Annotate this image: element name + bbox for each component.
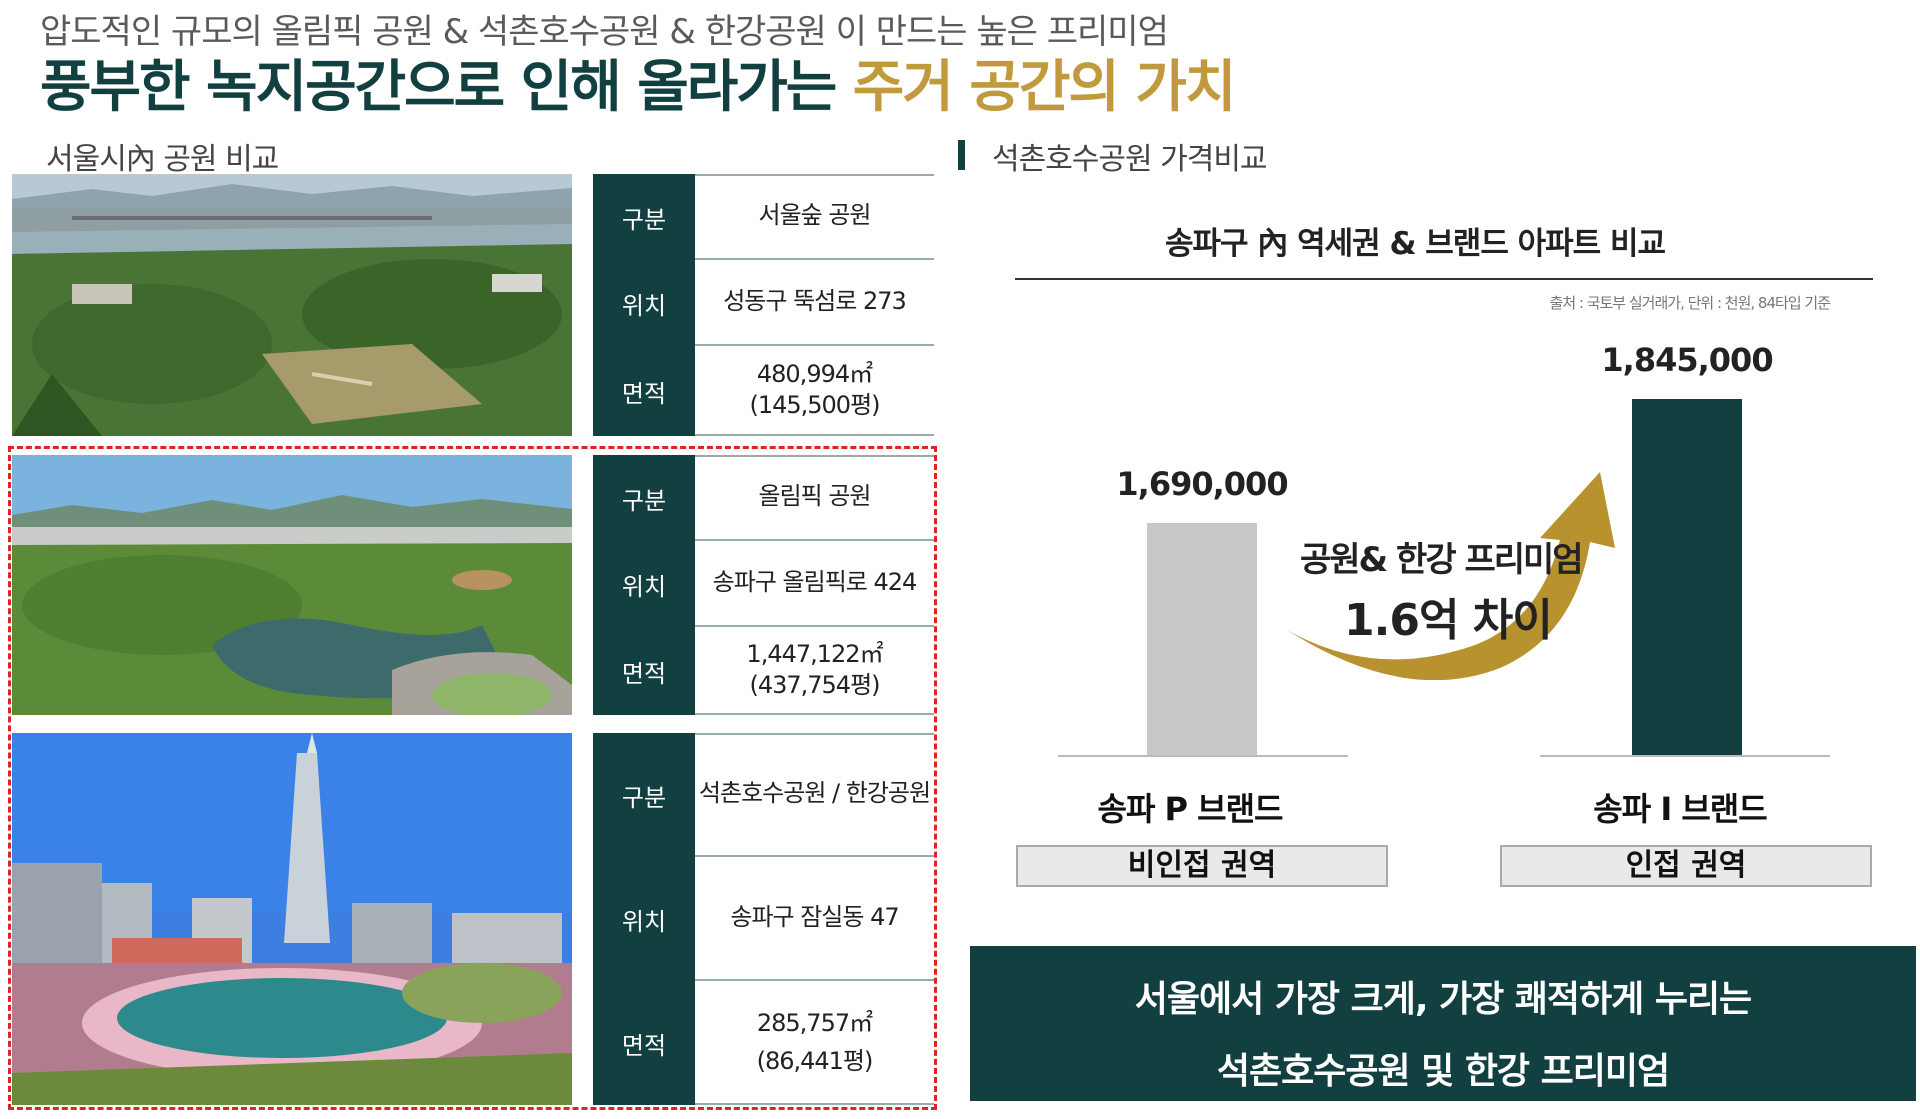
row-label: 위치 [593,260,695,346]
row-value: 서울숲 공원 [695,174,934,260]
chart-baseline-left [1058,755,1348,757]
row-label: 위치 [593,541,695,627]
banner-line-2: 석촌호수공원 및 한강 프리미엄 [1216,1051,1670,1092]
premium-annotation-line1: 공원& 한강 프리미엄 [1300,540,1584,580]
row-value: 송파구 잠실동 47 [695,857,934,981]
table-row: 구분 석촌호수공원 / 한강공원 [593,733,934,857]
premium-arrow-icon [1287,472,1615,680]
seoul-forest-photo [12,174,572,436]
banner-line-1: 서울에서 가장 크게, 가장 쾌적하게 누리는 [1134,979,1752,1020]
row-value: 올림픽 공원 [695,455,934,541]
park-info-table-1: 구분 서울숲 공원 위치 성동구 뚝섬로 273 면적 480,994㎡ (14… [593,174,934,436]
table-row: 면적 480,994㎡ (145,500평) [593,346,934,436]
table-row: 위치 송파구 잠실동 47 [593,857,934,981]
left-section-title: 서울시內 공원 비교 [46,142,279,177]
row-value: 송파구 올림픽로 424 [695,541,934,627]
table-row: 면적 285,757㎡ (86,441평) [593,981,934,1105]
category-label: 송파 P 브랜드 [1097,790,1284,828]
table-row: 구분 올림픽 공원 [593,455,934,541]
highlight-dashed-border [8,446,937,1110]
page-headline: 풍부한 녹지공간으로 인해 올라가는 주거 공간의 가치 [40,42,1237,123]
chart-title: 송파구 內 역세권 & 브랜드 아파트 비교 [1164,226,1666,262]
premium-annotation-line2: 1.6억 차이 [1344,595,1553,646]
table-row: 위치 성동구 뚝섬로 273 [593,260,934,346]
row-value: 285,757㎡ (86,441평) [695,981,934,1105]
chart-source-note: 출처 : 국토부 실거래가, 단위 : 천원, 84타입 기준 [1549,294,1831,312]
table-row: 구분 서울숲 공원 [593,174,934,260]
row-label: 면적 [593,627,695,715]
seokchon-lake-photo [12,733,572,1105]
right-section-title: 석촌호수공원 가격비교 [992,142,1268,177]
bar-songpa-p [1147,523,1257,755]
row-label: 구분 [593,455,695,541]
table-row: 위치 송파구 올림픽로 424 [593,541,934,627]
park-info-table-3: 구분 석촌호수공원 / 한강공원 위치 송파구 잠실동 47 면적 285,75… [593,733,934,1105]
row-label: 면적 [593,981,695,1105]
chart-baseline-right [1540,755,1830,757]
olympic-park-photo [12,455,572,715]
row-label: 구분 [593,733,695,857]
row-value: 성동구 뚝섬로 273 [695,260,934,346]
row-value: 석촌호수공원 / 한강공원 [695,733,934,857]
section-marker [958,140,965,170]
row-label: 구분 [593,174,695,260]
category-label: 송파 I 브랜드 [1593,790,1767,828]
zone-badge: 비인접 권역 [1016,845,1388,887]
row-value: 480,994㎡ (145,500평) [695,346,934,436]
row-label: 면적 [593,346,695,436]
headline-accent: 주거 공간의 가치 [852,55,1237,120]
chart-title-rule [1015,278,1873,280]
bar-songpa-i [1632,399,1742,755]
bar-value-label: 1,845,000 [1601,341,1773,379]
headline-main: 풍부한 녹지공간으로 인해 올라가는 [40,55,853,120]
zone-badge: 인접 권역 [1500,845,1872,887]
row-label: 위치 [593,857,695,981]
park-info-table-2: 구분 올림픽 공원 위치 송파구 올림픽로 424 면적 1,447,122㎡ … [593,455,934,715]
table-row: 면적 1,447,122㎡ (437,754평) [593,627,934,715]
bar-value-label: 1,690,000 [1116,465,1288,503]
row-value: 1,447,122㎡ (437,754평) [695,627,934,715]
summary-banner: 서울에서 가장 크게, 가장 쾌적하게 누리는 석촌호수공원 및 한강 프리미엄 [970,946,1916,1101]
page-subtitle: 압도적인 규모의 올림픽 공원 & 석촌호수공원 & 한강공원 이 만드는 높은… [40,12,1169,52]
